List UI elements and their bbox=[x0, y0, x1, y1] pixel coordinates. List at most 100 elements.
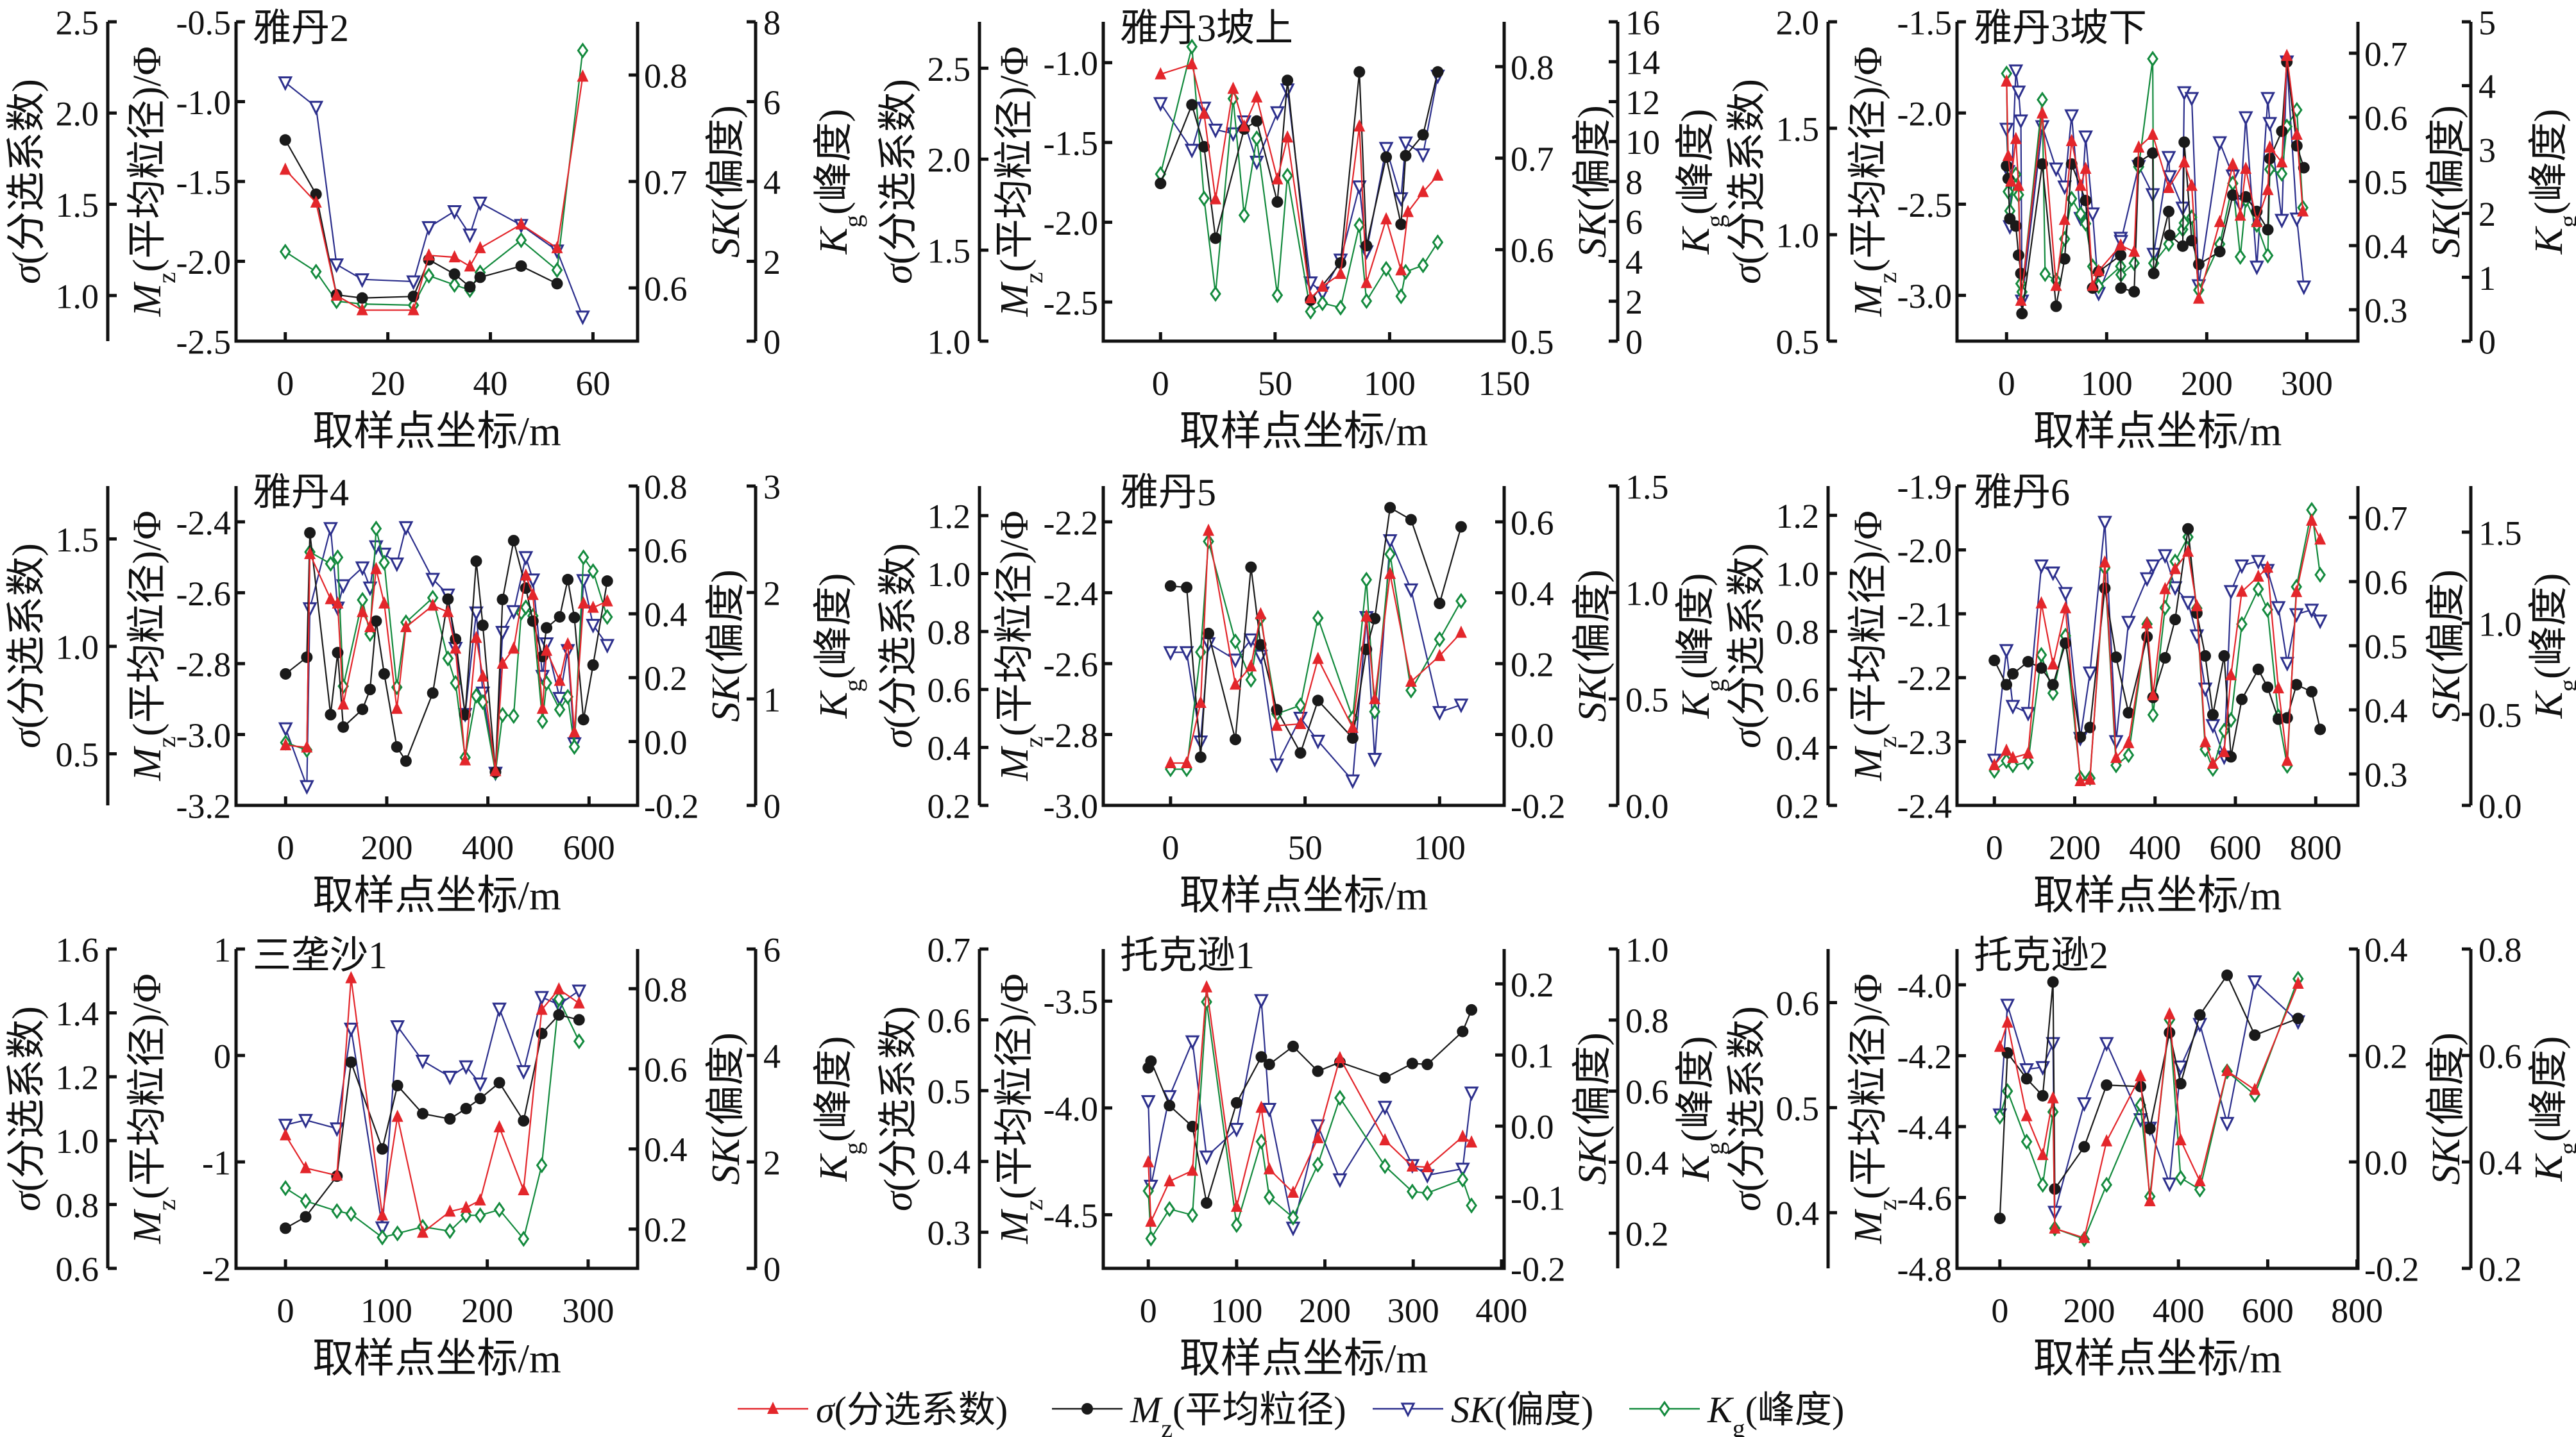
sigma-tick-label: 0.6 bbox=[928, 1002, 971, 1040]
sigma-marker bbox=[2218, 744, 2230, 757]
sigma-marker bbox=[1210, 192, 1221, 205]
mz-tick-label: -1.0 bbox=[1044, 44, 1098, 83]
legend-label: Mz(平均粒径) bbox=[1130, 1389, 1346, 1437]
kg-marker bbox=[1432, 234, 1444, 251]
sk-tick-label: 0.2 bbox=[1511, 966, 1554, 1004]
sigma-marker bbox=[1238, 119, 1250, 132]
kg-tick-label: 0 bbox=[763, 1250, 781, 1288]
x-tick-label: 40 bbox=[473, 364, 508, 403]
sigma-marker bbox=[1186, 57, 1198, 70]
sigma-marker bbox=[1164, 756, 1176, 769]
mz-marker bbox=[470, 555, 482, 567]
sigma-marker bbox=[1312, 1130, 1324, 1143]
kg-tick-label: 5 bbox=[2479, 3, 2496, 42]
mz-marker bbox=[1384, 501, 1396, 514]
sigma-marker bbox=[1305, 291, 1317, 304]
sigma-marker bbox=[1380, 212, 1393, 224]
legend-subscript: z bbox=[1161, 1413, 1173, 1437]
x-tick-label: 600 bbox=[2242, 1291, 2294, 1330]
mz-marker bbox=[536, 1027, 548, 1039]
sigma-symbol: σ bbox=[5, 727, 49, 748]
kg-axis-text: (峰度) bbox=[2527, 1036, 2571, 1142]
sk-marker bbox=[1416, 148, 1430, 164]
kg-marker bbox=[332, 549, 344, 566]
mz-tick-label: -2.3 bbox=[1897, 723, 1952, 762]
kg-marker bbox=[1210, 285, 1221, 302]
mz-subscript: z bbox=[1019, 272, 1048, 283]
mz-tick-label: -2.0 bbox=[176, 243, 231, 282]
sigma-tick-label: 0.7 bbox=[928, 930, 971, 969]
sigma-marker bbox=[2010, 131, 2022, 144]
sigma-marker bbox=[2035, 596, 2047, 609]
sigma-marker bbox=[2021, 1109, 2033, 1122]
sk-marker bbox=[2223, 585, 2239, 600]
sigma-tick-label: 2.0 bbox=[1776, 3, 1820, 42]
sigma-axis-text: (分选系数) bbox=[877, 1006, 920, 1191]
mz-marker bbox=[2218, 650, 2230, 662]
sigma-axis-text: (分选系数) bbox=[1725, 543, 1769, 728]
sk-marker bbox=[572, 984, 587, 1000]
kg-marker bbox=[1164, 1200, 1176, 1218]
x-tick-label: 0 bbox=[1140, 1291, 1157, 1330]
sigma-marker bbox=[459, 753, 471, 766]
sk-marker bbox=[2304, 603, 2319, 619]
mz-tick-label: -2.1 bbox=[1897, 596, 1952, 634]
sigma-marker bbox=[470, 630, 482, 643]
sigma-axis-text: (分选系数) bbox=[5, 79, 49, 264]
mz-marker bbox=[573, 1014, 585, 1026]
sigma-marker bbox=[2234, 208, 2246, 221]
sk-marker bbox=[2296, 280, 2312, 296]
panel-title: 雅丹3坡下 bbox=[1974, 7, 2147, 49]
sigma-marker bbox=[1466, 1135, 1478, 1148]
kg-marker bbox=[1305, 303, 1317, 320]
sigma-marker bbox=[527, 587, 539, 600]
mz-axis-text: (平均粒径)/Φ bbox=[1847, 46, 1890, 272]
mz-marker bbox=[1353, 66, 1366, 78]
mz-series bbox=[1164, 501, 1467, 763]
mz-marker bbox=[1400, 149, 1412, 162]
sk-tick-label: -0.1 bbox=[1511, 1179, 1565, 1218]
kg-marker bbox=[1255, 1133, 1267, 1150]
mz-marker bbox=[1432, 66, 1444, 78]
kg-axis-text: (峰度) bbox=[812, 1036, 856, 1142]
sigma-marker bbox=[520, 568, 532, 581]
sk-marker bbox=[2046, 566, 2061, 582]
kg-tick-label: 1.0 bbox=[2479, 605, 2522, 643]
mz-marker bbox=[554, 610, 566, 623]
x-axis-title: 取样点坐标/m bbox=[2033, 873, 2282, 918]
kg-marker bbox=[1230, 633, 1241, 650]
kg-symbol: K bbox=[1674, 689, 1718, 719]
sk-marker bbox=[2189, 629, 2205, 644]
sigma-marker bbox=[464, 259, 476, 272]
kg-marker bbox=[2147, 707, 2159, 723]
sk-tick-label: 0.5 bbox=[2364, 163, 2408, 201]
kg-marker bbox=[1457, 1171, 1469, 1188]
mz-symbol: M bbox=[1847, 282, 1890, 317]
mz-marker bbox=[2115, 249, 2127, 262]
sigma-marker bbox=[407, 303, 419, 315]
sk-marker bbox=[1163, 646, 1178, 661]
sk-marker bbox=[2011, 85, 2026, 101]
sigma-marker bbox=[2159, 582, 2171, 594]
mz-subscript: z bbox=[1019, 1199, 1048, 1211]
kg-marker bbox=[2101, 1177, 2112, 1193]
sigma-tick-label: 0.3 bbox=[928, 1214, 971, 1252]
kg-axis-title: Kg(峰度) bbox=[2527, 109, 2576, 255]
sk-symbol: SK bbox=[1571, 209, 1614, 258]
sigma-marker bbox=[2305, 513, 2318, 526]
sigma-marker bbox=[1198, 106, 1210, 119]
x-tick-label: 100 bbox=[360, 1291, 412, 1330]
sigma-marker bbox=[444, 1204, 456, 1217]
sigma-marker bbox=[2276, 155, 2288, 168]
panel-3: 0.5 1.0 1.5 2.0 -3.0 -2.5 -2.0 -1.5 0.3 0.4 0.5 0.6… bbox=[1725, 3, 2576, 454]
kg-subscript: g bbox=[1700, 1142, 1729, 1155]
sigma-marker bbox=[2133, 140, 2145, 153]
sk-marker bbox=[2162, 1177, 2177, 1193]
sk-marker bbox=[2157, 549, 2173, 564]
sk-marker bbox=[2205, 719, 2221, 734]
mz-tick-label: -1.5 bbox=[176, 163, 231, 201]
x-tick-label: 300 bbox=[2281, 364, 2333, 403]
kg-line bbox=[1994, 510, 2321, 779]
kg-marker bbox=[331, 1203, 343, 1220]
sk-tick-label: 0.5 bbox=[1511, 323, 1554, 361]
